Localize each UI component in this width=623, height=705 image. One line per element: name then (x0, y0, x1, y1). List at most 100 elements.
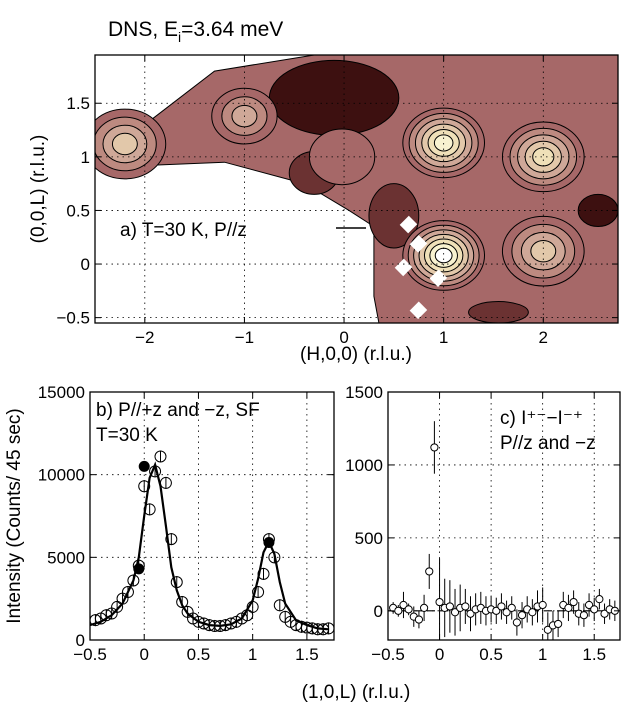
panel-c: −0.5 0 0.5 1 1.5 0 500 1000 1500 c) I⁺⁻−I⁻⁺ P//z… (345, 383, 621, 664)
data-point (435, 597, 444, 607)
data-point (584, 600, 594, 610)
panel-a-ticks: −2 −1 0 1 2 −0.5 0 0.5 1 1.5 (56, 55, 618, 347)
data-point (461, 602, 470, 611)
data-point (554, 619, 563, 629)
x-tick-label: 2 (539, 328, 548, 347)
panel-c-ticks: −0.5 0 0.5 1 1.5 0 500 1000 1500 (345, 383, 620, 664)
data-point (419, 603, 429, 613)
data-point (564, 603, 573, 613)
panel-a-xlabel: (H,0,0) (r.l.u.) (300, 344, 412, 365)
data-point (159, 476, 172, 489)
data-point (425, 567, 434, 576)
y-tick-label: 500 (355, 529, 383, 548)
x-tick-label: 1 (538, 645, 547, 664)
x-tick-label: 0.5 (479, 645, 503, 664)
panel-b-annotation-line1: b) P//+z and −z, SF (96, 400, 260, 421)
y-tick-label: 1.5 (66, 94, 90, 113)
contour-band (468, 301, 529, 323)
data-point (466, 609, 475, 618)
contour-band (308, 128, 376, 186)
data-point (241, 609, 254, 622)
x-tick-label: −1 (235, 328, 254, 347)
contour-band (434, 247, 453, 264)
x-tick-label: 0.5 (187, 645, 211, 664)
data-point (165, 533, 178, 546)
data-point (246, 600, 259, 613)
data-gap (429, 269, 448, 287)
data-point (127, 574, 140, 587)
data-point (394, 606, 403, 615)
y-tick-label: 0.5 (66, 201, 90, 220)
data-point-filled (133, 563, 145, 575)
data-point-filled (138, 460, 150, 472)
contour-band (368, 183, 420, 249)
y-tick-label: 1000 (345, 456, 383, 475)
data-point (543, 625, 552, 634)
data-point (445, 602, 454, 611)
contour-band (111, 132, 138, 156)
panel-a-frame (94, 54, 619, 324)
x-tick-label: −0.5 (73, 645, 107, 664)
data-point (257, 567, 270, 580)
data-point-filled (263, 536, 275, 548)
data-point (579, 611, 589, 620)
data-point (414, 615, 424, 624)
panel-b-data (90, 450, 334, 636)
x-tick-label: 1 (439, 328, 448, 347)
x-tick-label: 1.5 (295, 645, 319, 664)
data-point (149, 465, 162, 478)
title-prefix: DNS, E (108, 18, 178, 41)
data-point (517, 611, 527, 620)
y-tick-label: 5000 (47, 548, 85, 567)
data-point (507, 603, 516, 613)
panel-b-frame (89, 391, 335, 641)
panel-a-grid (95, 55, 618, 323)
x-tick-label: 0 (435, 645, 444, 664)
panel-c-data (388, 421, 620, 640)
x-tick-label: 1 (248, 645, 257, 664)
fit-line (90, 461, 329, 631)
panel-a: −2 −1 0 1 2 −0.5 0 0.5 1 1.5 a) T=30 K, P//z (H,0… (28, 54, 619, 365)
title-subscript: i (178, 29, 181, 45)
data-point (595, 595, 604, 604)
data-point (450, 608, 460, 617)
shared-xlabel: (1,0,L) (r.l.u.) (302, 682, 411, 703)
data-point (143, 503, 156, 516)
panel-c-annotation-line2: P//z and −z (500, 433, 596, 454)
y-tick-label: 10000 (38, 466, 85, 485)
panel-c-frame (387, 391, 621, 641)
panel-c-grid (387, 391, 620, 640)
data-point (154, 450, 167, 463)
data-point (404, 605, 413, 614)
data-point (502, 608, 511, 617)
data-point (430, 443, 439, 452)
data-point (492, 606, 501, 615)
panel-a-annotation: a) T=30 K, P//z (120, 220, 247, 241)
data-point (138, 480, 151, 493)
panel-c-annotation-line1: c) I⁺⁻−I⁻⁺ (500, 408, 583, 429)
y-tick-label: 0 (76, 631, 85, 650)
y-tick-label: −0.5 (56, 309, 90, 328)
panel-b-ylabel: Intensity (Counts/ 45 sec) (4, 408, 25, 623)
x-tick-label: 1.5 (582, 645, 606, 664)
figure-title: DNS, Ei=3.64 meV (108, 18, 283, 45)
data-gap (394, 258, 413, 277)
y-tick-label: 1 (81, 148, 90, 167)
data-point (111, 600, 124, 613)
data-point (528, 608, 537, 617)
data-point (497, 602, 506, 611)
data-point (538, 600, 547, 610)
title-suffix: =3.64 meV (181, 18, 283, 41)
panel-a-ylabel: (0,0,L) (r.l.u.) (28, 135, 49, 244)
x-tick-label: 0 (339, 328, 348, 347)
data-point (600, 609, 609, 618)
data-point (176, 595, 189, 608)
y-tick-label: 0 (374, 602, 383, 621)
contour-band (433, 134, 454, 152)
data-point (268, 551, 281, 564)
data-point (399, 600, 408, 610)
data-gap (399, 215, 418, 234)
